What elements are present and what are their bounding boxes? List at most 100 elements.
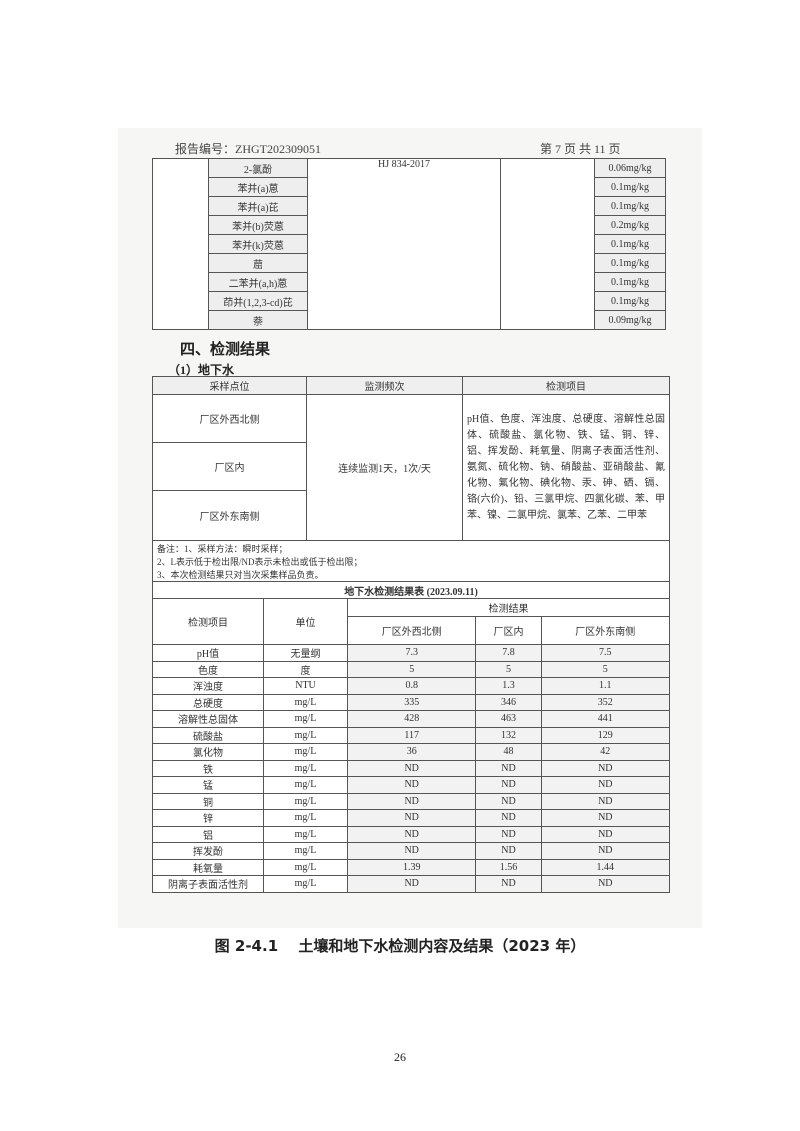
table-row: 锌 mg/L ND ND ND <box>152 809 671 827</box>
value-inside: ND <box>475 776 542 794</box>
table-row: 苯并(k)荧蒽 0.1mg/kg <box>153 234 666 254</box>
detection-limit: 0.06mg/kg <box>594 158 666 178</box>
value-northwest: 428 <box>346 710 477 728</box>
detection-limit: 0.1mg/kg <box>594 291 666 311</box>
unit: mg/L <box>263 726 348 744</box>
soil-item: 茚并(1,2,3-cd)芘 <box>208 291 308 311</box>
table-row: 铜 mg/L ND ND ND <box>152 792 671 810</box>
value-inside: 48 <box>475 743 542 761</box>
header-unit: 单位 <box>263 598 348 645</box>
table-row: 溶解性总固体 mg/L 428 463 441 <box>152 710 671 728</box>
table-row: 铝 mg/L ND ND ND <box>152 825 671 843</box>
table-row: 浑浊度 NTU 0.8 1.3 1.1 <box>152 677 671 695</box>
value-northwest: ND <box>346 842 477 860</box>
soil-item: 萘 <box>208 310 308 330</box>
value-inside: 1.3 <box>475 677 542 695</box>
value-southeast: 129 <box>540 726 671 744</box>
header-frequency: 监测频次 <box>306 376 463 395</box>
value-northwest: 5 <box>346 660 477 678</box>
page-number: 26 <box>394 1050 406 1064</box>
item: 溶解性总固体 <box>152 710 264 728</box>
item: 铁 <box>152 759 264 777</box>
subsection-title: （1）地下水 <box>168 363 235 377</box>
unit: mg/L <box>263 710 348 728</box>
item: 氯化物 <box>152 743 264 761</box>
blank-cell <box>152 158 209 330</box>
soil-item: 苯并(k)荧蒽 <box>208 234 308 254</box>
soil-item: 苯并(a)芘 <box>208 196 308 216</box>
item: 色度 <box>152 660 264 678</box>
unit: mg/L <box>263 759 348 777</box>
soil-item: 苯并(a)蒽 <box>208 177 308 197</box>
item: 铝 <box>152 825 264 843</box>
table-row: 铁 mg/L ND ND ND <box>152 759 671 777</box>
value-inside: ND <box>475 809 542 827</box>
detection-limit: 0.1mg/kg <box>594 253 666 273</box>
report-number: 报告编号：ZHGT202309051 <box>175 142 321 156</box>
detection-limit: 0.1mg/kg <box>594 196 666 216</box>
soil-item: 2-氯酚 <box>208 158 308 178</box>
value-southeast: ND <box>540 792 671 810</box>
unit: 无量纲 <box>263 644 348 662</box>
detection-limit: 0.09mg/kg <box>594 310 666 330</box>
value-northwest: 335 <box>346 693 477 711</box>
value-inside: ND <box>475 842 542 860</box>
value-inside: ND <box>475 875 542 893</box>
detection-limit: 0.2mg/kg <box>594 215 666 235</box>
table-row: 阴离子表面活性剂 mg/L ND ND ND <box>152 875 671 893</box>
table-row: 挥发酚 mg/L ND ND ND <box>152 842 671 860</box>
table-row: 茚并(1,2,3-cd)芘 0.1mg/kg <box>153 291 666 311</box>
value-inside: ND <box>475 825 542 843</box>
soil-item: 苯并(b)荧蒽 <box>208 215 308 235</box>
table-row: 色度度 5 5 5 <box>152 660 671 678</box>
note: 备注：1、采样方法：瞬时采样； <box>157 544 288 554</box>
item: 锌 <box>152 809 264 827</box>
item: pH值 <box>152 644 264 662</box>
value-northwest: 0.8 <box>346 677 477 695</box>
unit: mg/L <box>263 842 348 860</box>
unit: NTU <box>263 677 348 695</box>
unit: 度 <box>263 660 348 678</box>
unit: mg/L <box>263 858 348 876</box>
value-southeast: ND <box>540 875 671 893</box>
section-title: 四、检测结果 <box>180 342 271 358</box>
value-northwest: 1.39 <box>346 858 477 876</box>
value-inside: 5 <box>475 660 542 678</box>
table-row: 锰 mg/L ND ND ND <box>152 776 671 794</box>
item: 阴离子表面活性剂 <box>152 875 264 893</box>
value-inside: 132 <box>475 726 542 744</box>
item: 硫酸盐 <box>152 726 264 744</box>
value-inside: ND <box>475 759 542 777</box>
unit: mg/L <box>263 825 348 843</box>
table-row: 2-氯酚 HJ 834-2017 0.06mg/kg <box>152 158 666 330</box>
note: 2、L表示低于检出限/ND表示未检出或低于检出限； <box>157 557 363 567</box>
note: 3、本次检测结果只对当次采集样品负责。 <box>157 570 324 580</box>
value-southeast: ND <box>540 809 671 827</box>
value-inside: 1.56 <box>475 858 542 876</box>
value-southeast: ND <box>540 776 671 794</box>
item: 耗氧量 <box>152 858 264 876</box>
blank-cell <box>500 158 595 330</box>
value-southeast: 1.44 <box>540 858 671 876</box>
value-northwest: 117 <box>346 726 477 744</box>
sampling-plan-table: 采样点位 监测频次 检测项目 厂区外西北侧 连续监测1天，1次/天 pH值、色度、浑浊度… <box>152 376 670 585</box>
value-northwest: ND <box>346 809 477 827</box>
value-northwest: ND <box>346 825 477 843</box>
value-northwest: ND <box>346 875 477 893</box>
table-title: 地下水检测结果表 (2023.09.11) <box>152 581 670 599</box>
value-southeast: ND <box>540 759 671 777</box>
header-site: 采样点位 <box>152 376 307 395</box>
table-row: 氯化物 mg/L 36 48 42 <box>152 743 671 761</box>
header-results: 检测结果 <box>347 598 670 617</box>
unit: mg/L <box>263 792 348 810</box>
value-northwest: ND <box>346 759 477 777</box>
value-northwest: 7.3 <box>346 644 477 662</box>
item: 锰 <box>152 776 264 794</box>
table-row: 总硬度 mg/L 335 346 352 <box>152 693 671 711</box>
unit: mg/L <box>263 693 348 711</box>
detection-limit: 0.1mg/kg <box>594 177 666 197</box>
value-southeast: 441 <box>540 710 671 728</box>
header-site: 厂区内 <box>475 616 542 645</box>
value-southeast: 7.5 <box>540 644 671 662</box>
unit: mg/L <box>263 809 348 827</box>
